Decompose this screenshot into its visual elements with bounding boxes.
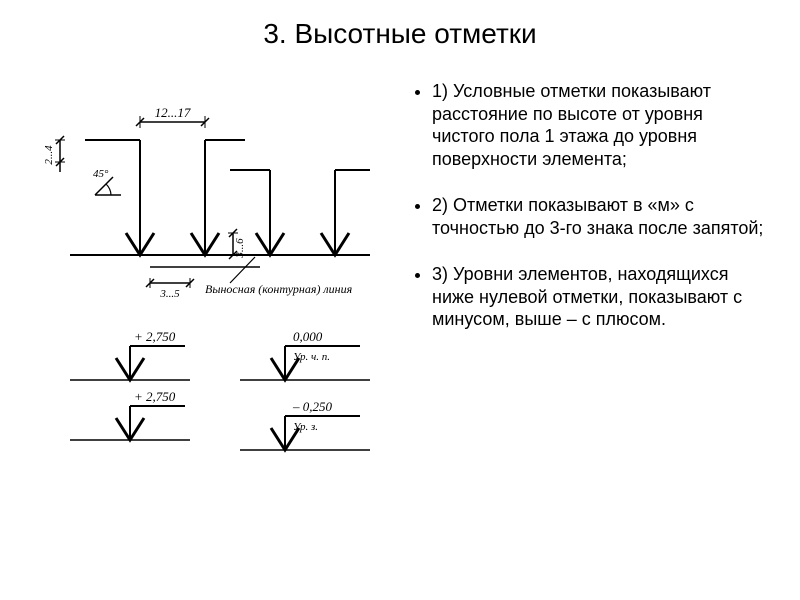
svg-text:3...6: 3...6	[234, 238, 246, 259]
bullet-3: 3) Уровни элементов, находящихся ниже ну…	[432, 263, 770, 331]
svg-text:45°: 45°	[93, 168, 109, 180]
bullet-1: 1) Условные отметки показывают расстояни…	[432, 80, 770, 170]
page-title: 3. Высотные отметки	[0, 0, 800, 50]
bullet-2: 2) Отметки показывают в «м» с точностью …	[432, 194, 770, 239]
svg-text:– 0,250: – 0,250	[292, 399, 333, 414]
svg-text:Ур. ч. п.: Ур. ч. п.	[293, 351, 330, 363]
svg-text:+ 2,750: + 2,750	[134, 389, 176, 404]
diagram-area: 12...17 3...6 2...4 45° 3...5 Выносная (конту…	[30, 80, 400, 520]
svg-text:3...5: 3...5	[159, 288, 180, 300]
svg-text:Выносная (контурная) линия: Выносная (контурная) линия	[205, 282, 353, 296]
content-row: 12...17 3...6 2...4 45° 3...5 Выносная (конту…	[0, 80, 800, 520]
svg-text:2...4: 2...4	[43, 145, 55, 165]
svg-text:+ 2,750: + 2,750	[134, 329, 176, 344]
svg-text:Ур. з.: Ур. з.	[293, 421, 318, 433]
svg-text:12...17: 12...17	[155, 105, 191, 120]
bullet-list: 1) Условные отметки показывают расстояни…	[400, 80, 770, 520]
svg-text:0,000: 0,000	[293, 329, 323, 344]
